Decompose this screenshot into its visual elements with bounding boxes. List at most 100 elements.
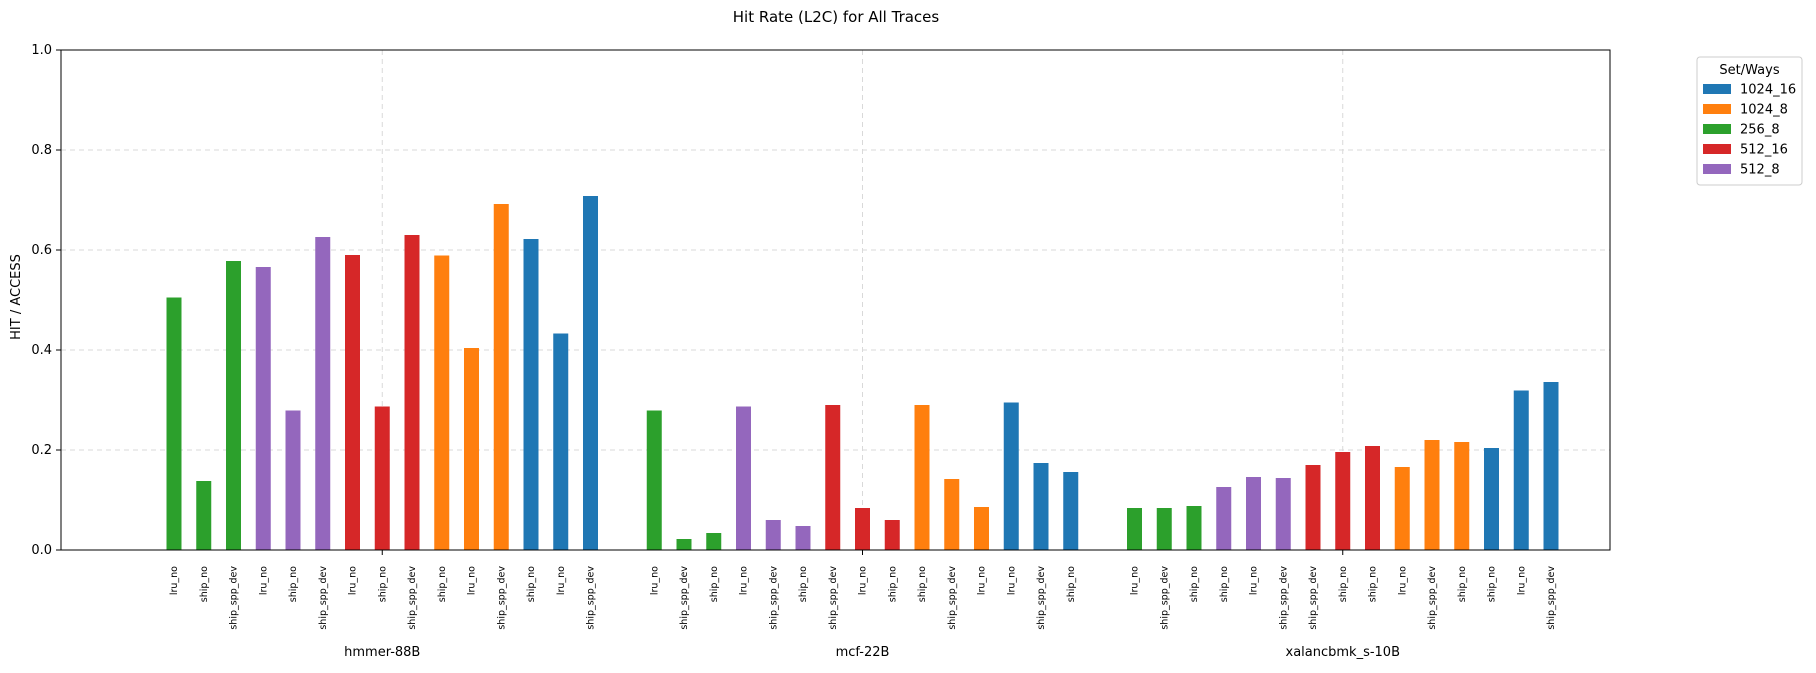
bar (493, 204, 509, 550)
bar-tick-label: ship_no (526, 566, 537, 602)
bar-tick-label: ship_no (1487, 566, 1498, 602)
bar-tick-label: ship_spp_dev (828, 566, 839, 630)
bar (914, 405, 930, 550)
bar (1063, 472, 1079, 550)
plot-frame (60, 49, 1611, 551)
bar (676, 539, 692, 550)
legend-label: 1024_16 (1740, 83, 1796, 98)
bar-tick-label: ship_no (288, 566, 299, 602)
bar (706, 533, 722, 550)
legend-swatch (1703, 164, 1731, 174)
bar (404, 235, 420, 550)
bar-tick-label: lru_no (739, 566, 750, 595)
bars-layer (166, 196, 1559, 550)
bar-tick-label: ship_no (1189, 566, 1200, 602)
axes-layer: 0.0 0.2 0.4 0.6 0.8 1.0 lru_no ship_no ship_spp_… (31, 43, 1557, 660)
bar (884, 520, 900, 550)
bar-tick-label: lru_no (1249, 566, 1260, 595)
bar (434, 255, 450, 550)
bar (944, 479, 960, 550)
bar-tick-label: ship_no (798, 566, 809, 602)
bar-tick-label: ship_no (377, 566, 388, 602)
bar-tick-label: ship_no (887, 566, 898, 602)
bar (855, 508, 870, 550)
bar (825, 405, 841, 550)
bar (1305, 465, 1321, 550)
bar-tick-label: ship_spp_dev (768, 566, 779, 630)
legend-swatch (1703, 104, 1731, 114)
bar-tick-label: ship_spp_dev (1159, 566, 1170, 630)
bar-tick-label: ship_spp_dev (1427, 566, 1438, 630)
bar (226, 261, 241, 550)
bar-tick-label: ship_spp_dev (1308, 566, 1319, 630)
legend: Set/Ways 1024_16 1024_8 256_8 512_16 512_8 (1696, 56, 1803, 186)
legend-swatch (1703, 144, 1731, 154)
bar-tick-label: lru_no (556, 566, 567, 595)
bar (315, 237, 331, 550)
bar (1365, 446, 1380, 550)
bar (1513, 390, 1529, 550)
bar-tick-label: ship_spp_dev (1546, 566, 1557, 630)
bar (1454, 442, 1470, 550)
bar-tick-label: ship_spp_dev (496, 566, 507, 630)
y-tick-label: 0.4 (31, 343, 52, 358)
bar (646, 410, 662, 550)
y-axis-label: HIT / ACCESS (9, 254, 24, 340)
bar-tick-label: ship_spp_dev (318, 566, 329, 630)
bar-tick-label: ship_spp_dev (586, 566, 597, 630)
bar (1424, 440, 1440, 550)
bar (1335, 452, 1351, 550)
legend-label: 512_8 (1740, 163, 1780, 178)
bar-tick-label: ship_no (199, 566, 210, 602)
legend-label: 1024_8 (1740, 103, 1788, 118)
group-label: xalancbmk_s-10B (1286, 645, 1401, 660)
bar (374, 406, 390, 550)
legend-label: 512_16 (1740, 143, 1788, 158)
y-tick-label: 0.2 (31, 443, 52, 458)
legend-swatch (1703, 124, 1731, 134)
bar-tick-label: ship_spp_dev (1278, 566, 1289, 630)
bar-tick-label: lru_no (858, 566, 869, 595)
bar (345, 255, 360, 550)
bar (795, 526, 811, 550)
bar (765, 520, 781, 550)
bar (1033, 463, 1049, 550)
bar (1275, 478, 1291, 550)
bar-tick-label: lru_no (1516, 566, 1527, 595)
bar (1127, 508, 1142, 550)
bar (196, 481, 212, 550)
bar-tick-label: lru_no (467, 566, 478, 595)
bar-tick-label: ship_spp_dev (407, 566, 418, 630)
bar (1216, 487, 1232, 550)
bar-tick-label: ship_no (1338, 566, 1349, 602)
bar (464, 348, 479, 550)
bar-tick-label: ship_no (437, 566, 448, 602)
bar (583, 196, 598, 550)
legend-title: Set/Ways (1719, 63, 1779, 78)
chart-title: Hit Rate (L2C) for All Traces (733, 8, 940, 26)
bar (523, 239, 539, 550)
y-tick-label: 0.8 (31, 143, 52, 158)
legend-label: 256_8 (1740, 123, 1780, 138)
bar (553, 333, 569, 550)
bar-tick-label: lru_no (258, 566, 269, 595)
y-tick-label: 1.0 (31, 43, 52, 58)
legend-swatch (1703, 84, 1731, 94)
y-tick-label: 0.6 (31, 243, 52, 258)
bar-tick-label: ship_spp_dev (947, 566, 958, 630)
bar-tick-label: ship_no (1219, 566, 1230, 602)
bar (1003, 402, 1019, 550)
bar-tick-label: ship_spp_dev (679, 566, 690, 630)
bar (1543, 382, 1559, 550)
group-label: mcf-22B (836, 645, 890, 660)
bar (1156, 508, 1172, 550)
bar (1186, 506, 1202, 550)
bar-tick-label: lru_no (1397, 566, 1408, 595)
bar-tick-label: lru_no (977, 566, 988, 595)
bar-tick-label: ship_no (917, 566, 928, 602)
bar-tick-label: ship_no (1368, 566, 1379, 602)
bar-tick-label: ship_no (709, 566, 720, 602)
bar-tick-label: ship_spp_dev (1036, 566, 1047, 630)
